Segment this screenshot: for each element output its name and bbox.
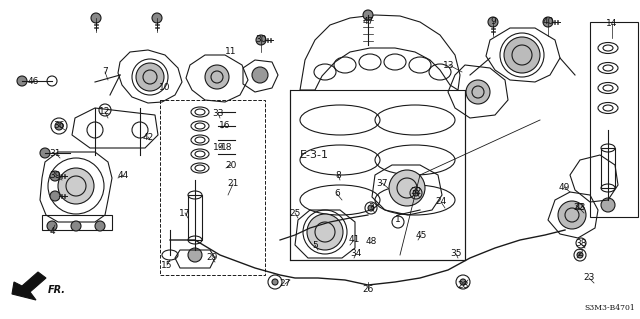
- Circle shape: [252, 67, 268, 83]
- Text: 17: 17: [179, 209, 191, 218]
- Circle shape: [363, 10, 373, 20]
- Circle shape: [466, 80, 490, 104]
- Circle shape: [577, 252, 583, 258]
- Circle shape: [601, 198, 615, 212]
- Text: 35: 35: [451, 249, 461, 258]
- Bar: [160, 100, 265, 275]
- Text: 27: 27: [279, 279, 291, 288]
- Text: 12: 12: [99, 108, 111, 116]
- Text: 25: 25: [289, 209, 301, 218]
- Text: 46: 46: [28, 77, 38, 85]
- Text: 8: 8: [335, 170, 341, 180]
- Circle shape: [50, 171, 60, 181]
- Text: 45: 45: [415, 231, 427, 240]
- Text: 20: 20: [225, 160, 237, 169]
- Text: 44: 44: [117, 170, 129, 180]
- Text: 30: 30: [255, 35, 267, 44]
- Circle shape: [205, 65, 229, 89]
- Circle shape: [91, 13, 101, 23]
- Text: 1: 1: [395, 216, 401, 225]
- Text: 6: 6: [334, 189, 340, 198]
- Text: 38: 38: [575, 239, 587, 248]
- Circle shape: [50, 191, 60, 201]
- Text: 24: 24: [435, 197, 447, 206]
- Circle shape: [558, 201, 586, 229]
- Circle shape: [504, 37, 540, 73]
- Circle shape: [389, 170, 425, 206]
- Circle shape: [152, 13, 162, 23]
- Bar: [188, 195, 202, 240]
- Circle shape: [543, 17, 553, 27]
- Text: 11: 11: [225, 48, 237, 56]
- Text: 22: 22: [573, 204, 584, 212]
- Text: 40: 40: [542, 18, 554, 26]
- Circle shape: [413, 190, 419, 196]
- Text: 36: 36: [53, 122, 65, 130]
- Text: 5: 5: [312, 241, 318, 249]
- Text: 23: 23: [583, 273, 595, 283]
- Circle shape: [136, 63, 164, 91]
- Circle shape: [256, 35, 266, 45]
- Text: 14: 14: [606, 19, 618, 28]
- Circle shape: [272, 279, 278, 285]
- Text: 3: 3: [368, 203, 374, 211]
- Circle shape: [17, 76, 27, 86]
- Text: 49: 49: [558, 182, 570, 191]
- Text: 26: 26: [362, 286, 374, 294]
- Text: 29: 29: [206, 254, 218, 263]
- Text: FR.: FR.: [48, 285, 66, 295]
- Circle shape: [71, 221, 81, 231]
- Circle shape: [40, 148, 50, 158]
- Text: 13: 13: [444, 61, 455, 70]
- Text: 15: 15: [161, 261, 173, 270]
- Text: 18: 18: [221, 144, 233, 152]
- Text: 31: 31: [49, 149, 61, 158]
- Text: 9: 9: [490, 18, 496, 26]
- Circle shape: [58, 168, 94, 204]
- Text: 37: 37: [376, 179, 388, 188]
- Bar: [590, 22, 638, 217]
- Circle shape: [488, 17, 498, 27]
- Circle shape: [460, 279, 466, 285]
- Text: S3M3-B4701: S3M3-B4701: [584, 304, 635, 312]
- Circle shape: [368, 205, 374, 211]
- Text: 32: 32: [410, 188, 422, 197]
- Text: 48: 48: [365, 238, 377, 247]
- Bar: [601, 148, 615, 188]
- Text: E-3-1: E-3-1: [300, 150, 329, 160]
- Circle shape: [55, 122, 63, 130]
- Text: 2: 2: [577, 249, 583, 257]
- Circle shape: [188, 248, 202, 262]
- Text: 4: 4: [49, 226, 55, 235]
- Text: 10: 10: [159, 84, 171, 93]
- Text: 28: 28: [458, 281, 468, 291]
- Text: 7: 7: [102, 68, 108, 77]
- Text: 16: 16: [220, 121, 231, 130]
- Text: 43: 43: [574, 203, 586, 211]
- Polygon shape: [12, 272, 46, 300]
- Circle shape: [307, 214, 343, 250]
- Text: 34: 34: [350, 249, 362, 258]
- Text: 39: 39: [49, 172, 61, 181]
- Text: 33: 33: [212, 108, 224, 117]
- Circle shape: [47, 221, 57, 231]
- Text: 42: 42: [142, 132, 154, 142]
- Circle shape: [95, 221, 105, 231]
- Text: 41: 41: [348, 235, 360, 244]
- Text: 47: 47: [362, 18, 374, 26]
- Text: 21: 21: [227, 180, 239, 189]
- Text: 19: 19: [213, 144, 225, 152]
